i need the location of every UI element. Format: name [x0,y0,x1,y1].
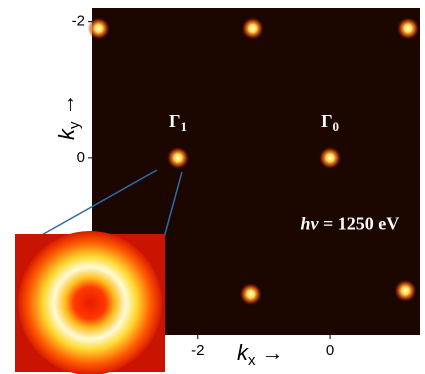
spot [167,147,189,169]
annotation-sub: 1 [180,119,187,134]
y-label-arrow: → [54,94,79,116]
spot [88,17,110,39]
annotation-text: = 1250 eV [319,213,400,233]
spot [242,17,264,39]
inset-ring [18,231,162,374]
x-tick-label: -2 [191,342,204,359]
annotation-symbol: Γ [321,111,332,131]
x-label-sub: x [248,352,256,369]
x-tick-label: 0 [326,342,334,359]
y-label-sub: y [66,121,83,129]
annotation-sub: 0 [333,119,340,134]
chart: -20-20kx→ky→Γ1Γ0hν = 1250 eV [0,0,425,374]
spot [394,280,416,302]
annotation-italic: hν [301,213,320,233]
y-tick-label: -2 [72,13,85,30]
x-axis-label: kx→ [237,340,284,369]
spot [319,147,341,169]
spot [240,283,262,305]
x-label-arrow: → [262,340,284,365]
annotation: hν = 1250 eV [301,213,400,233]
annotation-symbol: Γ [169,111,180,131]
y-tick-label: 0 [77,149,85,166]
y-axis-label: ky→ [54,94,83,141]
spot [397,17,419,39]
